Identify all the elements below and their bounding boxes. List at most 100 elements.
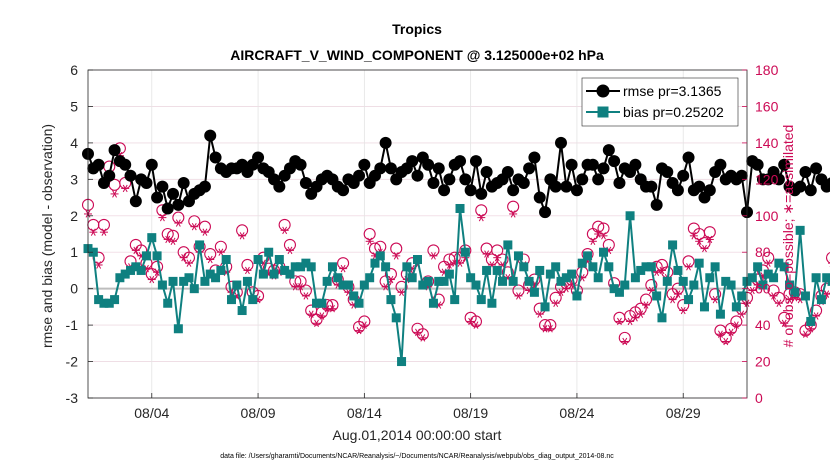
rmse-point (172, 198, 185, 211)
rmse-point (337, 184, 350, 197)
obs-assimilated-marker (556, 288, 565, 297)
bias-point (338, 280, 348, 290)
bias-point (381, 262, 391, 272)
bias-point (577, 258, 587, 268)
rmse-point (507, 184, 520, 197)
rmse-point (294, 158, 307, 171)
obs-assimilated-marker (535, 310, 544, 318)
bias-point (482, 265, 492, 275)
rmse-point (735, 169, 748, 182)
obs-assimilated-marker (477, 213, 486, 222)
chart-subtitle: AIRCRAFT_V_WIND_COMPONENT @ 3.125000e+02… (230, 47, 604, 63)
rmse-point (517, 176, 530, 189)
bias-point (487, 298, 497, 308)
obs-assimilated-marker (280, 226, 289, 235)
rmse-point (528, 151, 541, 164)
y-axis-left: -3 -2 -1 0 1 2 3 4 5 6 (66, 62, 93, 406)
x-tick-label: 08/29 (666, 405, 701, 421)
bias-point (561, 273, 571, 283)
bias-point (375, 251, 385, 261)
obs-possible-marker (278, 218, 291, 231)
rmse-point (108, 144, 121, 157)
obs-assimilated-marker (774, 299, 783, 307)
rmse-point (475, 187, 488, 200)
obs-possible-marker (538, 319, 552, 332)
obs-assimilated-marker (243, 266, 252, 275)
rmse-point (799, 166, 812, 179)
rmse-point (379, 136, 392, 149)
obs-assimilated-marker (711, 295, 720, 304)
bias-point (636, 265, 646, 275)
bias-series (83, 203, 830, 367)
bias-point (423, 276, 433, 286)
obs-assimilated-marker (200, 228, 209, 236)
obs-assimilated-marker (317, 312, 326, 320)
obs-possible-marker (507, 200, 520, 213)
bias-point (556, 276, 566, 286)
x-tick-label: 08/24 (559, 405, 594, 421)
obs-assimilated-marker (689, 232, 698, 240)
obs-assimilated-marker (355, 326, 364, 335)
obs-assimilated-marker (89, 228, 98, 236)
rmse-point (374, 162, 387, 175)
rmse-point (682, 151, 695, 164)
rmse-point (406, 155, 419, 168)
bias-point (110, 295, 120, 305)
bias-point (822, 273, 830, 283)
obs-assimilated-marker (636, 310, 645, 318)
bias-point (790, 287, 800, 297)
rmse-point (92, 158, 105, 171)
bias-point (662, 276, 672, 286)
bias-point (774, 258, 784, 268)
obs-assimilated-marker (679, 306, 688, 315)
bias-point (370, 258, 380, 268)
bias-point (290, 262, 300, 272)
bias-point (216, 265, 226, 275)
rmse-point (209, 151, 222, 164)
y-tick-label: -3 (66, 390, 79, 406)
rmse-point (661, 166, 674, 179)
obs-possible-marker (475, 204, 488, 217)
obs-assimilated-marker (179, 253, 188, 262)
bias-point (476, 295, 486, 305)
obs-possible-marker (241, 258, 254, 272)
obs-assimilated-marker (673, 290, 682, 298)
obs-assimilated-marker (828, 259, 830, 267)
bias-line (87, 208, 830, 362)
bias-point (588, 262, 598, 272)
obs-assimilated-marker (418, 334, 427, 342)
bias-point (136, 265, 146, 275)
bias-point (726, 280, 736, 290)
rmse-point (751, 158, 764, 171)
y-right-tick-label: 160 (755, 98, 779, 114)
y-right-tick-label: 60 (755, 281, 771, 297)
legend-bias-label: bias pr=0.25202 (623, 104, 724, 120)
bias-point (359, 280, 369, 290)
rmse-point (554, 136, 567, 149)
bias-point (524, 276, 534, 286)
bias-point (402, 262, 412, 272)
bias-point (99, 298, 109, 308)
bias-point (115, 273, 125, 283)
obs-assimilated-marker (158, 213, 167, 222)
obs-possible-marker (198, 220, 211, 233)
obs-possible-marker (416, 328, 429, 341)
obs-assimilated-marker (780, 319, 789, 328)
rmse-point (804, 184, 817, 197)
obs-assimilated-marker (285, 246, 294, 255)
rmse-point (469, 155, 482, 168)
obs-assimilated-marker (296, 283, 305, 291)
obs-assimilated-marker (307, 310, 316, 318)
bias-point (758, 280, 768, 290)
obs-assimilated-marker (184, 259, 193, 267)
legend-box (581, 77, 739, 127)
obs-assimilated-marker (493, 253, 502, 262)
bias-point (503, 240, 513, 250)
bias-point (195, 240, 205, 250)
bias-point (407, 273, 417, 283)
obs-assimilated-marker (174, 219, 183, 227)
plot-frame (87, 69, 748, 399)
bias-point (147, 233, 157, 243)
bias-point (508, 276, 518, 286)
obs-assimilated-marker (397, 288, 406, 297)
